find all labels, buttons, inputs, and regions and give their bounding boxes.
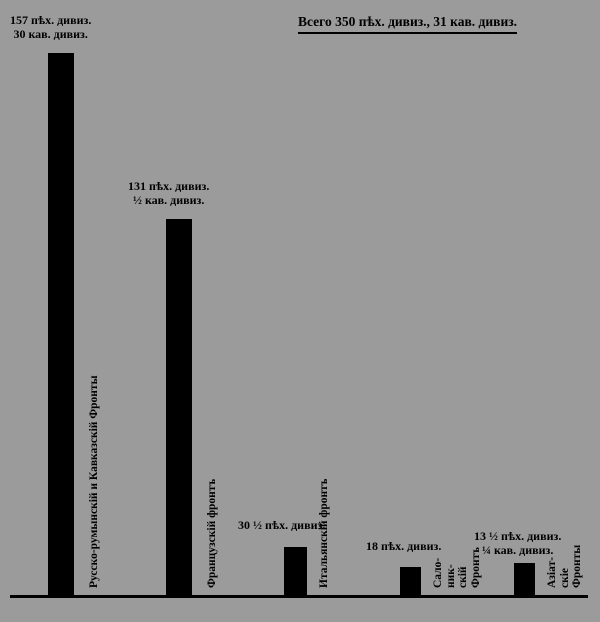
bar (514, 563, 535, 595)
bar-axis-label: Французскій фронтъ (206, 479, 219, 588)
bar-value-label: 131 пѣх. дивиз.½ кав. дивиз. (128, 180, 209, 208)
bar-axis-label-text: Итальянскій фронтъ (318, 479, 330, 588)
bar (166, 219, 192, 595)
bar-axis-label: Азіат-скіеФронты (546, 545, 584, 588)
bar-value-label: 157 пѣх. дивиз.30 кав. дивиз. (10, 14, 91, 42)
bar-value-label-line: 157 пѣх. дивиз. (10, 14, 91, 28)
bar-axis-label-line: скіе (559, 545, 572, 588)
bar (284, 547, 307, 595)
x-axis-baseline (10, 595, 588, 598)
bar-axis-label-text: Французскій фронтъ (206, 479, 218, 588)
bar-value-label-line: 131 пѣх. дивиз. (128, 180, 209, 194)
bar-axis-label-line: ник- (445, 547, 458, 588)
bar-value-label: 30 ½ пѣх. дивиз. (238, 519, 325, 533)
bar-axis-label-line: Фронты (571, 545, 584, 588)
chart-canvas: Всего 350 пѣх. дивиз., 31 кав. дивиз. 157… (0, 0, 600, 622)
bar-value-label-line: 13 ½ пѣх. дивиз. (474, 530, 561, 544)
chart-title-text: Всего 350 пѣх. дивиз., 31 кав. дивиз. (298, 14, 517, 29)
bar-axis-label-line: Сало- (432, 547, 445, 588)
bar (400, 567, 421, 595)
chart-title: Всего 350 пѣх. дивиз., 31 кав. дивиз. (298, 14, 517, 34)
bar-value-label-line: 30 ½ пѣх. дивиз. (238, 519, 325, 533)
bar-axis-label-text: Русско-румынскій и Кавказскій Фронты (88, 375, 100, 588)
bar-value-label-line: ½ кав. дивиз. (128, 194, 209, 208)
bar (48, 53, 74, 595)
bar-value-label-line: 30 кав. дивиз. (10, 28, 91, 42)
bar-axis-label: Русско-румынскій и Кавказскій Фронты (88, 375, 101, 588)
bar-axis-label-line: скій (457, 547, 470, 588)
bar-value-label-line: 18 пѣх. дивиз. (366, 540, 441, 554)
bar-axis-label: Итальянскій фронтъ (318, 479, 331, 588)
bar-axis-label-line: Азіат- (546, 545, 559, 588)
bar-value-label: 18 пѣх. дивиз. (366, 540, 441, 554)
